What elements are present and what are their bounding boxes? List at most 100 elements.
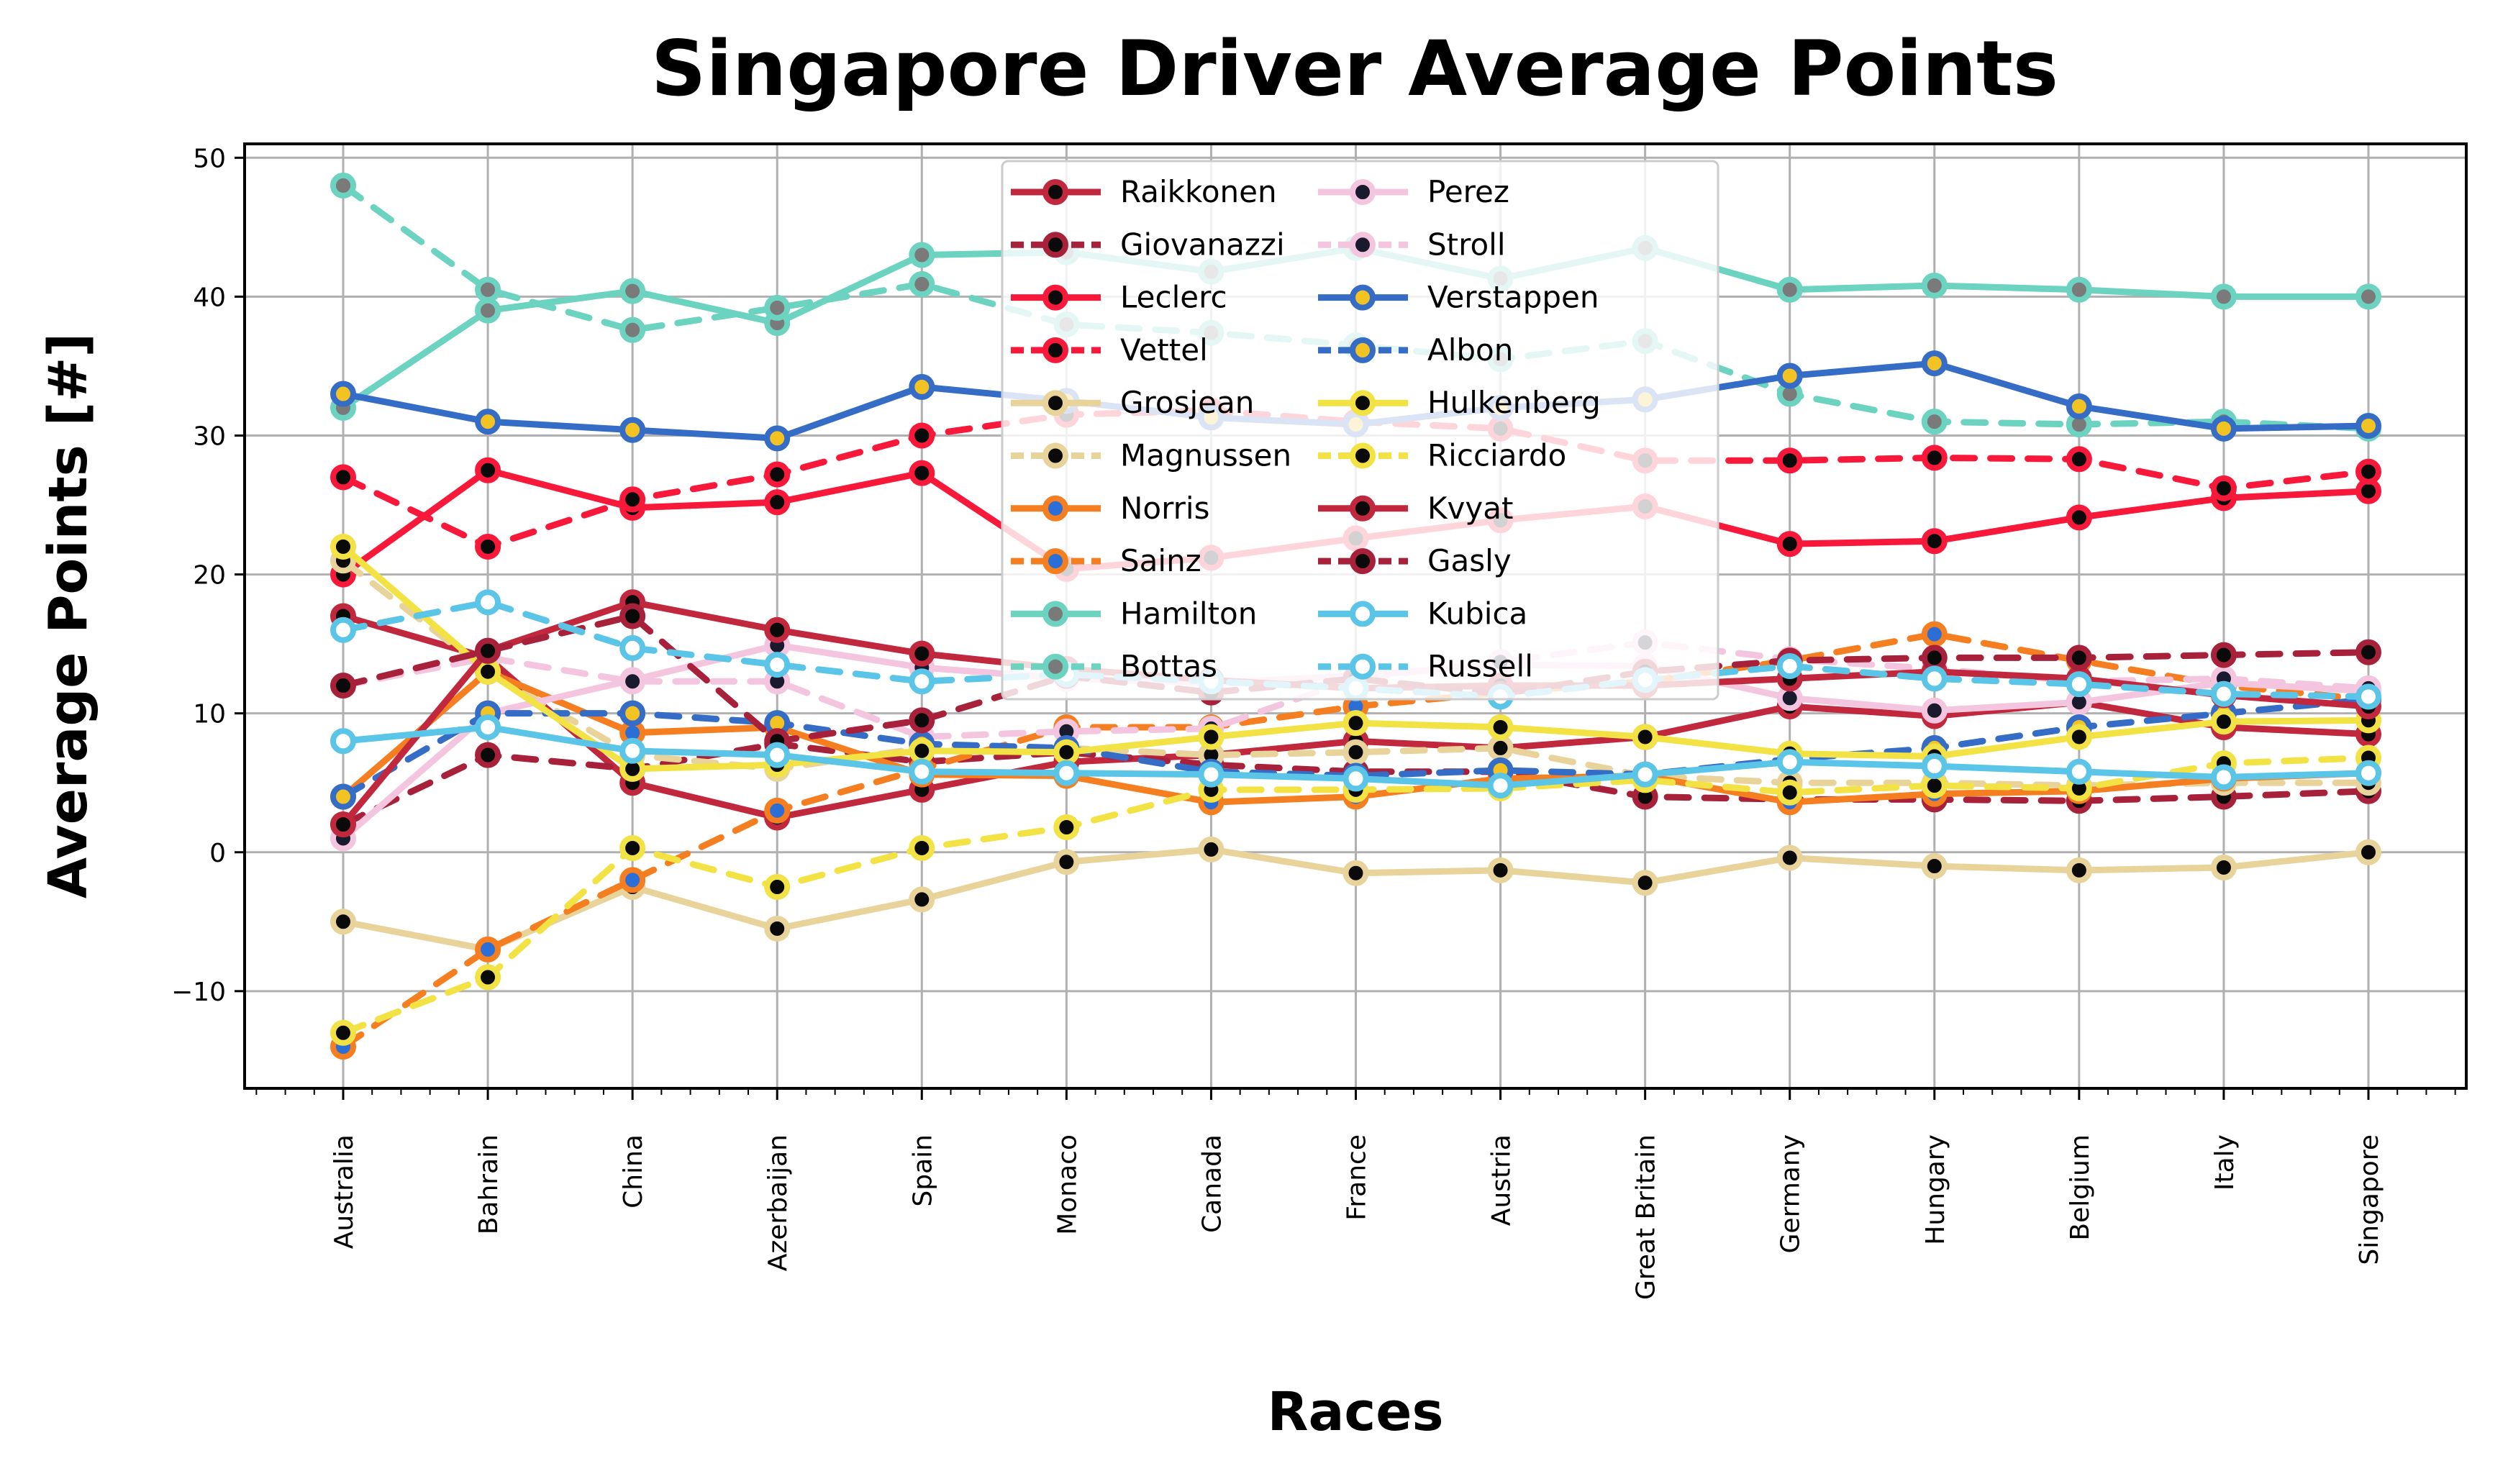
data-point-albon-australia (330, 783, 356, 810)
series-kubica (330, 714, 2381, 799)
data-point-gasly-italy (2210, 642, 2237, 668)
legend-label-verstappen: Verstappen (1427, 280, 1599, 315)
x-tick-label-singapore: Singapore (2355, 1134, 2384, 1265)
legend-item-raikkonen: Raikkonen (1011, 174, 1277, 209)
x-tick-label-azerbaijan: Azerbaijan (763, 1134, 793, 1271)
data-point-hamilton-china (619, 278, 646, 304)
legend-marker-gasly (1350, 548, 1376, 575)
data-point-hamilton-singapore (2355, 283, 2381, 310)
data-point-kubica-spain (909, 758, 935, 785)
x-tick-label-australia: Australia (330, 1134, 359, 1249)
data-point-gasly-australia (330, 673, 356, 699)
y-axis-label: Average Points [#] (37, 333, 99, 898)
data-point-vettel-bahrain (475, 533, 501, 560)
data-point-ricciardo-bahrain (475, 964, 501, 991)
data-point-albon-china (619, 700, 646, 727)
data-point-verstappen-hungary (1921, 350, 1948, 377)
data-point-bottas-china (619, 317, 646, 343)
legend-label-perez: Perez (1427, 174, 1509, 209)
legend-item-ricciardo: Ricciardo (1318, 438, 1566, 473)
x-tick-label-germany: Germany (1776, 1134, 1806, 1253)
data-point-hulkenberg-france (1342, 710, 1369, 737)
legend-box (1001, 160, 1719, 701)
data-point-russell-bahrain (475, 589, 501, 616)
legend-item-gasly: Gasly (1318, 543, 1512, 578)
data-point-gasly-spain (909, 707, 935, 734)
data-point-grosjean-italy (2210, 854, 2237, 880)
legend-label-hulkenberg: Hulkenberg (1427, 385, 1601, 420)
data-point-russell-china (619, 634, 646, 661)
legend-label-grosjean: Grosjean (1120, 385, 1254, 420)
data-point-kubica-hungary (1921, 753, 1948, 780)
data-point-leclerc-azerbaijan (764, 489, 791, 516)
data-point-vettel-singapore (2355, 458, 2381, 485)
data-point-kvyat-azerbaijan (764, 616, 791, 643)
data-point-bottas-azerbaijan (764, 294, 791, 321)
data-point-ricciardo-monaco (1053, 814, 1080, 840)
data-point-grosjean-canada (1198, 836, 1225, 862)
data-point-kubica-great-britain (1632, 761, 1658, 788)
data-point-grosjean-belgium (2066, 857, 2092, 883)
data-point-russell-germany (1776, 653, 1803, 680)
data-point-vettel-australia (330, 464, 356, 491)
legend-item-hulkenberg: Hulkenberg (1318, 385, 1601, 420)
data-point-leclerc-spain (909, 460, 935, 486)
x-tick-label-italy: Italy (2210, 1134, 2240, 1191)
x-tick-label-bahrain: Bahrain (474, 1134, 504, 1234)
legend-label-gasly: Gasly (1427, 543, 1512, 578)
y-tick-label: 30 (193, 422, 226, 451)
data-point-grosjean-monaco (1053, 849, 1080, 875)
data-point-grosjean-spain (909, 886, 935, 913)
data-point-russell-azerbaijan (764, 652, 791, 678)
data-point-kubica-singapore (2355, 760, 2381, 786)
y-tick-label: −10 (171, 978, 226, 1007)
series-line-gasly (340, 613, 2372, 745)
legend-item-norris: Norris (1011, 491, 1209, 526)
legend-marker-kubica (1350, 601, 1376, 627)
data-point-kubica-germany (1776, 749, 1803, 775)
legend-item-leclerc: Leclerc (1011, 280, 1227, 315)
x-axis-label: Races (1267, 1381, 1443, 1443)
x-tick-label-france: France (1342, 1134, 1372, 1221)
legend-marker-raikkonen (1042, 179, 1068, 205)
legend-marker-stroll (1350, 232, 1376, 258)
data-point-russell-belgium (2066, 671, 2092, 698)
data-point-grosjean-azerbaijan (764, 915, 791, 942)
data-point-grosjean-australia (330, 909, 356, 935)
legend-label-leclerc: Leclerc (1120, 280, 1227, 315)
legend-label-kubica: Kubica (1427, 596, 1527, 631)
data-point-ricciardo-azerbaijan (764, 874, 791, 901)
data-point-bottas-australia (330, 172, 356, 199)
data-point-kubica-austria (1487, 773, 1514, 799)
legend-marker-ricciardo (1350, 442, 1376, 469)
data-point-hamilton-hungary (1921, 272, 1948, 299)
legend-label-norris: Norris (1120, 491, 1209, 526)
legend-label-raikkonen: Raikkonen (1120, 174, 1277, 209)
data-point-grosjean-germany (1776, 845, 1803, 871)
legend-marker-russell (1350, 653, 1376, 680)
data-point-vettel-germany (1776, 447, 1803, 474)
x-tick-label-austria: Austria (1487, 1134, 1517, 1226)
legend-marker-kvyat (1350, 495, 1376, 522)
data-point-bottas-spain (909, 271, 935, 298)
y-tick-label: 40 (193, 283, 226, 312)
legend-marker-magnussen (1042, 442, 1068, 469)
data-point-kvyat-australia (330, 811, 356, 838)
x-tick-label-great-britain: Great Britain (1632, 1134, 1661, 1300)
legend-item-giovanazzi: Giovanazzi (1011, 227, 1285, 262)
data-point-gasly-belgium (2066, 645, 2092, 671)
data-point-sainz-bahrain (475, 936, 501, 962)
data-point-leclerc-hungary (1921, 528, 1948, 555)
legend-item-hamilton: Hamilton (1011, 596, 1257, 631)
data-point-kvyat-spain (909, 640, 935, 667)
data-point-kubica-china (619, 737, 646, 764)
chart-title: Singapore Driver Average Points (651, 24, 2058, 113)
data-point-stroll-china (619, 668, 646, 695)
legend-marker-albon (1350, 337, 1376, 363)
data-point-hamilton-italy (2210, 283, 2237, 310)
data-point-leclerc-belgium (2066, 504, 2092, 531)
x-tick-label-hungary: Hungary (1921, 1134, 1950, 1245)
data-point-hulkenberg-great-britain (1632, 724, 1658, 750)
legend-marker-leclerc (1042, 284, 1068, 311)
x-tick-label-canada: Canada (1197, 1134, 1227, 1233)
